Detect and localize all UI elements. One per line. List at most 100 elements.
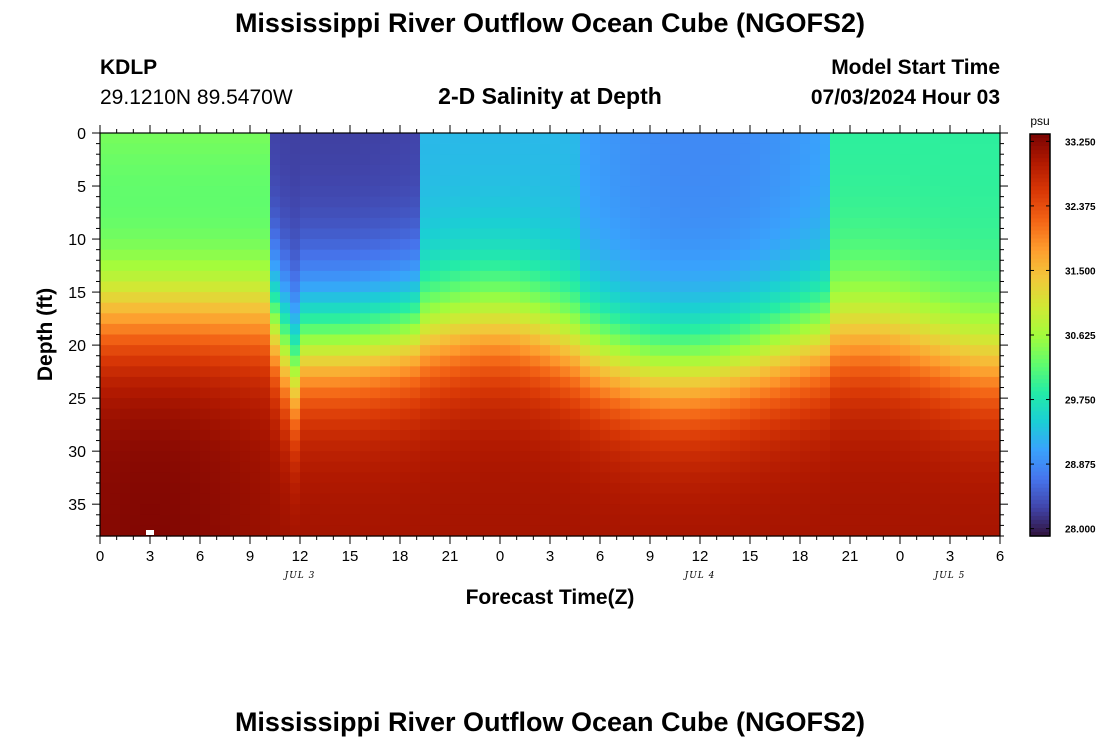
- heatmap-cell: [990, 334, 1001, 346]
- heatmap-cell: [750, 217, 761, 230]
- heatmap-cell: [670, 186, 681, 198]
- heatmap-cell: [140, 217, 151, 230]
- heatmap-cell: [400, 196, 411, 208]
- heatmap-cell: [920, 186, 931, 198]
- heatmap-cell: [640, 260, 651, 272]
- heatmap-cell: [170, 387, 181, 399]
- heatmap-cell: [720, 154, 731, 166]
- heatmap-cell: [250, 207, 261, 219]
- heatmap-cell: [270, 313, 281, 325]
- heatmap-cell: [480, 461, 491, 473]
- heatmap-cell: [200, 440, 211, 452]
- heatmap-cell: [790, 270, 801, 283]
- heatmap-cell: [930, 164, 941, 177]
- heatmap-cell: [160, 323, 171, 336]
- heatmap-cell: [230, 345, 241, 357]
- heatmap-cell: [230, 493, 241, 505]
- heatmap-cell: [600, 334, 611, 346]
- colorbar-segment: [1030, 162, 1050, 167]
- heatmap-cell: [550, 334, 561, 346]
- heatmap-cell: [840, 313, 851, 325]
- heatmap-cell: [470, 207, 481, 219]
- heatmap-cell: [230, 440, 241, 452]
- heatmap-cell: [910, 164, 921, 177]
- heatmap-cell: [840, 292, 851, 304]
- heatmap-cell: [970, 133, 981, 145]
- heatmap-cell: [320, 334, 331, 346]
- heatmap-cell: [390, 281, 401, 293]
- heatmap-cell: [280, 387, 291, 399]
- heatmap-cell: [960, 334, 971, 346]
- heatmap-cell: [130, 313, 141, 325]
- heatmap-cell: [280, 186, 291, 198]
- heatmap-cell: [730, 334, 741, 346]
- heatmap-cell: [100, 175, 111, 187]
- heatmap-cell: [630, 482, 641, 495]
- heatmap-cell: [600, 355, 611, 367]
- heatmap-cell: [240, 482, 251, 495]
- heatmap-cell: [160, 504, 171, 516]
- heatmap-cell: [210, 196, 221, 208]
- heatmap-cell: [470, 270, 481, 283]
- heatmap-cell: [760, 164, 771, 177]
- heatmap-cell: [370, 133, 381, 145]
- heatmap-cell: [730, 228, 741, 240]
- heatmap-cell: [430, 355, 441, 367]
- heatmap-cell: [470, 387, 481, 399]
- heatmap-cell: [620, 217, 631, 230]
- heatmap-cell: [310, 302, 321, 314]
- heatmap-cell: [470, 504, 481, 516]
- heatmap-cell: [130, 154, 141, 166]
- heatmap-cell: [460, 154, 471, 166]
- heatmap-cell: [100, 408, 111, 420]
- heatmap-cell: [400, 186, 411, 198]
- heatmap-cell: [760, 143, 771, 155]
- heatmap-cell: [660, 217, 671, 230]
- heatmap-cell: [560, 249, 571, 261]
- heatmap-cell: [880, 323, 891, 336]
- heatmap-cell: [150, 440, 161, 452]
- heatmap-cell: [470, 302, 481, 314]
- heatmap-cell: [930, 504, 941, 516]
- heatmap-cell: [800, 302, 811, 314]
- heatmap-cell: [250, 387, 261, 399]
- heatmap-cell: [330, 451, 341, 463]
- heatmap-cell: [730, 154, 741, 166]
- heatmap-cell: [270, 408, 281, 420]
- colorbar-segment: [1030, 314, 1050, 320]
- heatmap-cell: [490, 451, 501, 463]
- heatmap-cell: [790, 196, 801, 208]
- heatmap-cell: [860, 461, 871, 473]
- heatmap-cell: [240, 164, 251, 177]
- heatmap-cell: [420, 207, 431, 219]
- heatmap-cell: [460, 186, 471, 198]
- heatmap-cell: [870, 133, 881, 145]
- heatmap-cell: [370, 429, 381, 442]
- colorbar-segment: [1030, 262, 1050, 268]
- heatmap-cell: [750, 387, 761, 399]
- heatmap-cell: [620, 472, 631, 484]
- heatmap-cell: [830, 313, 841, 325]
- heatmap-cell: [660, 143, 671, 155]
- heatmap-cell: [840, 514, 851, 526]
- heatmap-cell: [260, 281, 271, 293]
- heatmap-cell: [770, 164, 781, 177]
- plot-subtitle: 2-D Salinity at Depth: [438, 83, 662, 109]
- heatmap-cell: [650, 504, 661, 516]
- heatmap-cell: [750, 472, 761, 484]
- heatmap-cell: [640, 387, 651, 399]
- heatmap-cell: [870, 345, 881, 357]
- heatmap-cell: [900, 504, 911, 516]
- heatmap-cell: [390, 504, 401, 516]
- heatmap-cell: [740, 292, 751, 304]
- heatmap-cell: [910, 376, 921, 389]
- heatmap-cell: [220, 387, 231, 399]
- heatmap-cell: [710, 451, 721, 463]
- heatmap-cell: [800, 154, 811, 166]
- heatmap-cell: [910, 429, 921, 442]
- heatmap-cell: [110, 281, 121, 293]
- heatmap-cell: [880, 334, 891, 346]
- heatmap-cell: [640, 525, 651, 537]
- heatmap-cell: [370, 504, 381, 516]
- heatmap-cell: [170, 334, 181, 346]
